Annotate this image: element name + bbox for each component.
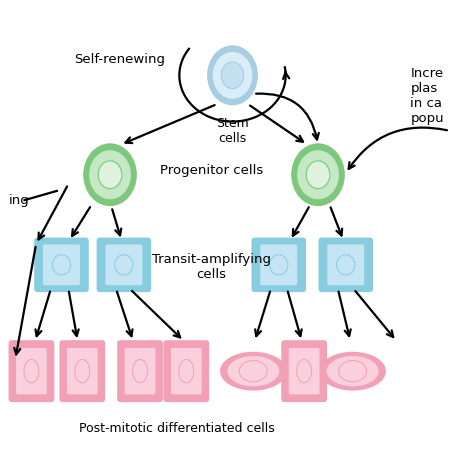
FancyBboxPatch shape — [106, 245, 142, 285]
Ellipse shape — [24, 359, 39, 383]
Ellipse shape — [179, 359, 194, 383]
FancyBboxPatch shape — [16, 348, 47, 394]
FancyBboxPatch shape — [163, 340, 209, 402]
Text: Transit-amplifying
cells: Transit-amplifying cells — [152, 253, 271, 281]
Ellipse shape — [75, 359, 90, 383]
Ellipse shape — [327, 356, 379, 386]
FancyBboxPatch shape — [125, 348, 155, 394]
Ellipse shape — [319, 352, 386, 391]
Ellipse shape — [98, 161, 122, 188]
Text: Incre
plas
in ca
popu: Incre plas in ca popu — [411, 67, 444, 125]
Ellipse shape — [213, 52, 252, 99]
Ellipse shape — [337, 255, 355, 275]
FancyBboxPatch shape — [67, 348, 98, 394]
Ellipse shape — [220, 352, 286, 391]
FancyBboxPatch shape — [43, 245, 80, 285]
Ellipse shape — [291, 143, 345, 206]
Text: Stem
cells: Stem cells — [216, 117, 249, 145]
Ellipse shape — [115, 255, 133, 275]
FancyBboxPatch shape — [319, 238, 373, 292]
Ellipse shape — [89, 150, 131, 199]
Ellipse shape — [221, 62, 244, 88]
Text: Post-mitotic differentiated cells: Post-mitotic differentiated cells — [79, 422, 275, 435]
Ellipse shape — [207, 45, 258, 106]
FancyBboxPatch shape — [34, 238, 89, 292]
FancyBboxPatch shape — [8, 340, 54, 402]
FancyBboxPatch shape — [252, 238, 306, 292]
Ellipse shape — [297, 150, 339, 199]
Ellipse shape — [53, 255, 71, 275]
Ellipse shape — [297, 359, 312, 383]
FancyBboxPatch shape — [60, 340, 105, 402]
FancyBboxPatch shape — [327, 245, 364, 285]
Ellipse shape — [227, 356, 279, 386]
Ellipse shape — [133, 359, 147, 383]
Text: Progenitor cells: Progenitor cells — [160, 164, 263, 177]
Ellipse shape — [339, 360, 367, 382]
FancyBboxPatch shape — [97, 238, 151, 292]
Ellipse shape — [306, 161, 330, 188]
FancyBboxPatch shape — [171, 348, 202, 394]
Text: Self-renewing: Self-renewing — [74, 53, 165, 66]
Ellipse shape — [270, 255, 288, 275]
Text: ing: ing — [8, 193, 29, 206]
FancyBboxPatch shape — [117, 340, 163, 402]
FancyBboxPatch shape — [289, 348, 319, 394]
FancyBboxPatch shape — [281, 340, 327, 402]
Ellipse shape — [239, 360, 267, 382]
FancyBboxPatch shape — [260, 245, 297, 285]
Ellipse shape — [83, 143, 137, 206]
